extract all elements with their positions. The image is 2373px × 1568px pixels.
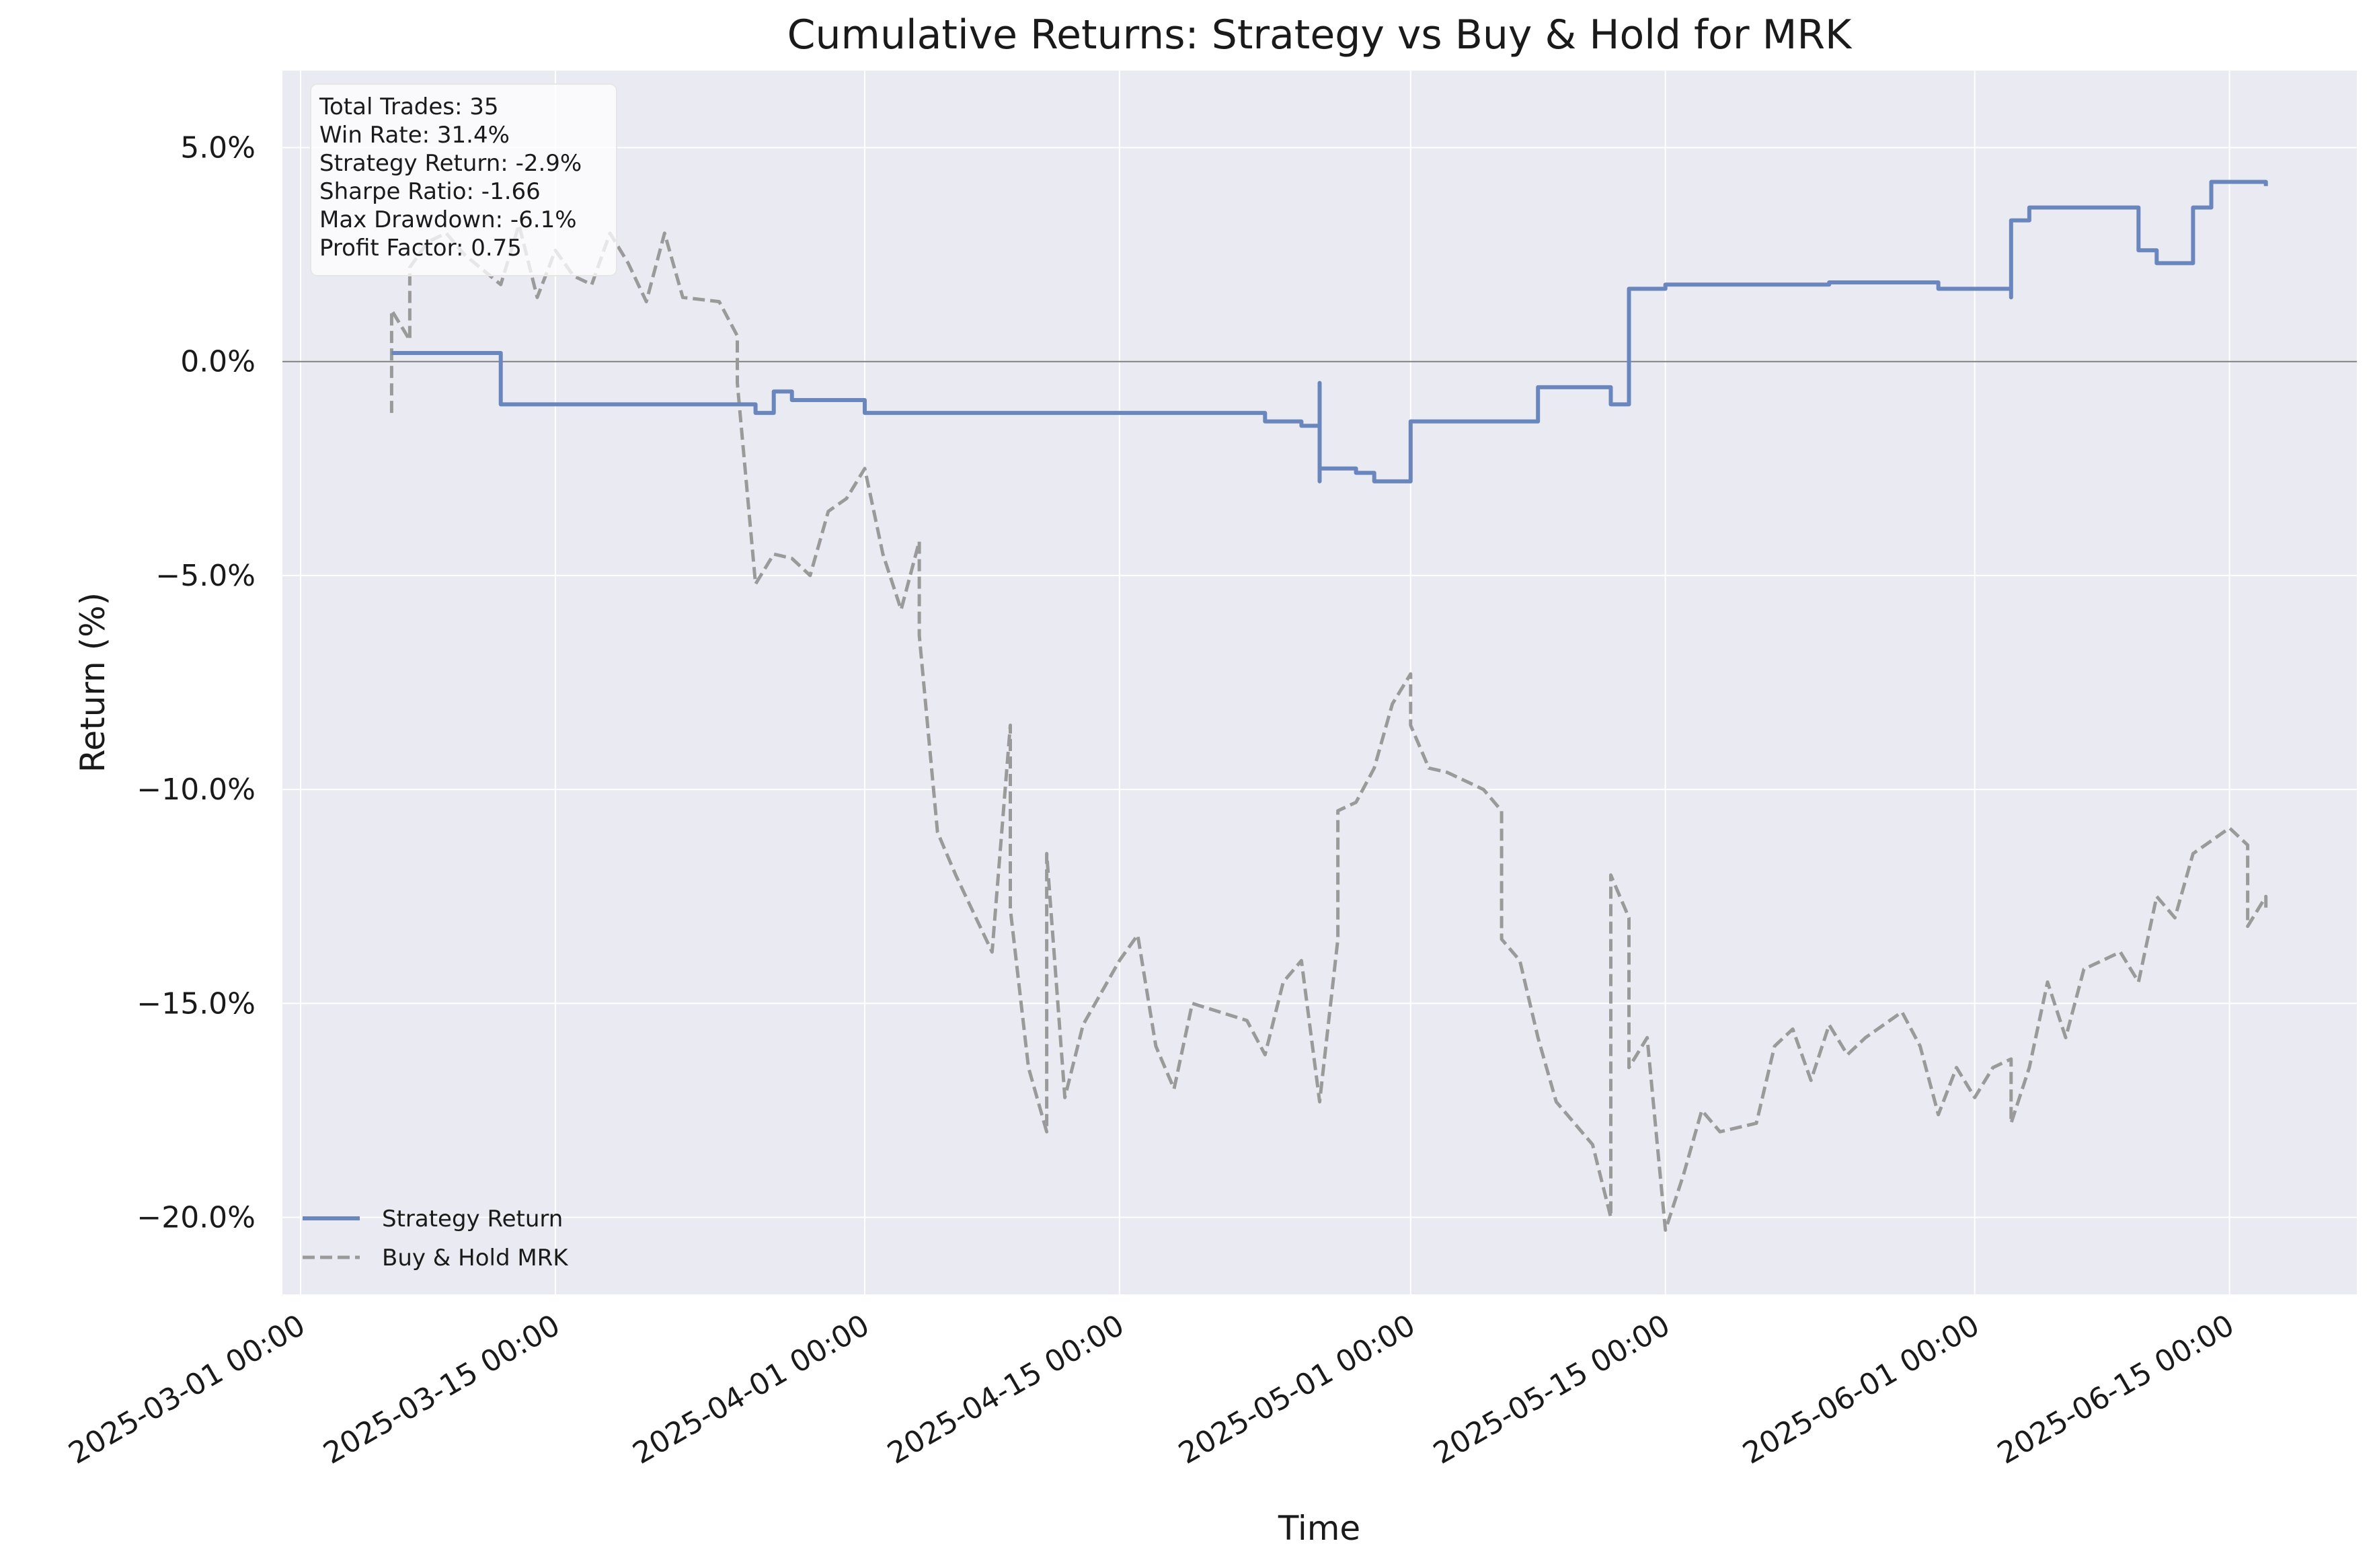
x-tick-label: 2025-05-15 00:00 [1428,1308,1676,1471]
stats-line: Profit Factor: 0.75 [319,235,522,262]
y-axis-ticks: 5.0% 0.0% −5.0% −10.0% −15.0% −20.0% [137,131,256,1235]
y-axis-label: Return (%) [73,592,112,773]
x-tick-label: 2025-03-15 00:00 [318,1308,566,1471]
series-line-strategy [391,180,2268,483]
series-line-buyhold [389,223,2268,1232]
legend: Strategy Return Buy & Hold MRK [303,1206,569,1271]
y-tick-label: 5.0% [180,131,256,165]
stats-box: Total Trades: 35 Win Rate: 31.4% Strateg… [310,83,617,276]
y-tick-label: −5.0% [155,559,256,593]
series-group [389,180,2268,1232]
stats-line: Max Drawdown: -6.1% [319,206,577,233]
stats-box-background [310,83,617,276]
y-tick-label: −15.0% [137,986,256,1021]
stats-line: Sharpe Ratio: -1.66 [319,178,541,205]
stats-line: Total Trades: 35 [319,93,499,120]
y-tick-label: −10.0% [137,773,256,807]
stats-line: Strategy Return: -2.9% [319,150,582,177]
x-axis-ticks: 2025-03-01 00:00 2025-03-15 00:00 2025-04-… [63,1308,2240,1471]
x-tick-label: 2025-06-01 00:00 [1737,1308,1985,1471]
legend-label-strategy: Strategy Return [382,1206,563,1232]
chart-title: Cumulative Returns: Strategy vs Buy & Ho… [787,11,1853,58]
x-tick-label: 2025-06-15 00:00 [1992,1308,2240,1471]
y-tick-label: 0.0% [180,345,256,379]
legend-label-buyhold: Buy & Hold MRK [382,1245,569,1271]
x-axis-label: Time [1278,1509,1360,1548]
y-tick-label: −20.0% [137,1200,256,1234]
x-tick-label: 2025-04-01 00:00 [627,1308,876,1471]
stats-line: Win Rate: 31.4% [319,122,510,149]
x-tick-label: 2025-04-15 00:00 [882,1308,1130,1471]
x-tick-label: 2025-03-01 00:00 [63,1308,311,1471]
x-tick-label: 2025-05-01 00:00 [1173,1308,1421,1471]
